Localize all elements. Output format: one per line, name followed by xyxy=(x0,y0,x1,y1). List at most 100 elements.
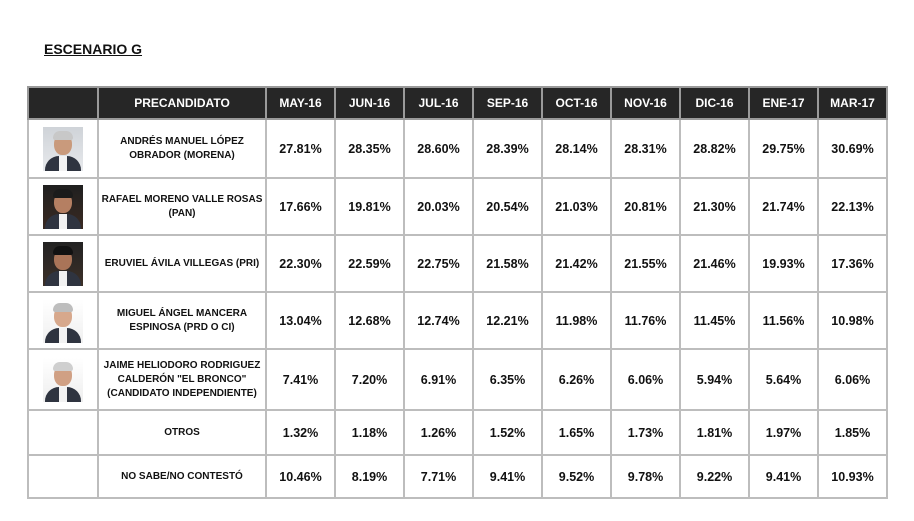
value-cell: 11.45% xyxy=(679,291,750,350)
value-cell: 17.36% xyxy=(817,234,888,293)
value-cell: 8.19% xyxy=(334,454,405,499)
value-cell: 6.35% xyxy=(472,348,543,411)
header-precandidato: PRECANDIDATO xyxy=(97,86,267,120)
header-month: JUN-16 xyxy=(334,86,405,120)
value-cell: 27.81% xyxy=(265,118,336,179)
candidate-portrait-icon xyxy=(43,241,83,286)
value-cell: 6.06% xyxy=(817,348,888,411)
photo-cell xyxy=(27,454,99,499)
value-cell: 28.35% xyxy=(334,118,405,179)
value-cell: 21.30% xyxy=(679,177,750,236)
poll-table: PRECANDIDATO MAY-16 JUN-16 JUL-16 SEP-16… xyxy=(27,86,888,499)
value-cell: 22.75% xyxy=(403,234,474,293)
value-cell: 21.46% xyxy=(679,234,750,293)
candidate-name: ANDRÉS MANUEL LÓPEZ OBRADOR (MORENA) xyxy=(97,118,267,179)
value-cell: 6.91% xyxy=(403,348,474,411)
value-cell: 28.14% xyxy=(541,118,612,179)
candidate-portrait-icon xyxy=(43,298,83,343)
value-cell: 12.74% xyxy=(403,291,474,350)
value-cell: 21.55% xyxy=(610,234,681,293)
value-cell: 17.66% xyxy=(265,177,336,236)
photo-cell xyxy=(27,409,99,456)
value-cell: 21.03% xyxy=(541,177,612,236)
value-cell: 9.41% xyxy=(472,454,543,499)
candidate-portrait-icon xyxy=(43,184,83,229)
value-cell: 1.81% xyxy=(679,409,750,456)
value-cell: 11.76% xyxy=(610,291,681,350)
value-cell: 9.41% xyxy=(748,454,819,499)
value-cell: 1.18% xyxy=(334,409,405,456)
value-cell: 22.30% xyxy=(265,234,336,293)
value-cell: 20.54% xyxy=(472,177,543,236)
table-row: RAFAEL MORENO VALLE ROSAS (PAN) 17.66% 1… xyxy=(27,177,888,236)
value-cell: 7.41% xyxy=(265,348,336,411)
table-row: ERUVIEL ÁVILA VILLEGAS (PRI) 22.30% 22.5… xyxy=(27,234,888,293)
value-cell: 5.94% xyxy=(679,348,750,411)
value-cell: 10.98% xyxy=(817,291,888,350)
value-cell: 28.31% xyxy=(610,118,681,179)
header-month: MAY-16 xyxy=(265,86,336,120)
value-cell: 11.98% xyxy=(541,291,612,350)
value-cell: 21.74% xyxy=(748,177,819,236)
value-cell: 9.52% xyxy=(541,454,612,499)
value-cell: 6.26% xyxy=(541,348,612,411)
header-month: ENE-17 xyxy=(748,86,819,120)
value-cell: 22.13% xyxy=(817,177,888,236)
candidate-name: OTROS xyxy=(97,409,267,456)
value-cell: 1.52% xyxy=(472,409,543,456)
value-cell: 28.82% xyxy=(679,118,750,179)
value-cell: 1.65% xyxy=(541,409,612,456)
value-cell: 10.46% xyxy=(265,454,336,499)
value-cell: 12.68% xyxy=(334,291,405,350)
table-header-row: PRECANDIDATO MAY-16 JUN-16 JUL-16 SEP-16… xyxy=(27,86,888,120)
candidate-name: ERUVIEL ÁVILA VILLEGAS (PRI) xyxy=(97,234,267,293)
value-cell: 22.59% xyxy=(334,234,405,293)
scenario-title: ESCENARIO G xyxy=(44,41,143,57)
table-row: MIGUEL ÁNGEL MANCERA ESPINOSA (PRD O CI)… xyxy=(27,291,888,350)
value-cell: 20.81% xyxy=(610,177,681,236)
table-row: NO SABE/NO CONTESTÓ 10.46% 8.19% 7.71% 9… xyxy=(27,454,888,499)
photo-cell xyxy=(27,291,99,350)
photo-cell xyxy=(27,118,99,179)
value-cell: 28.60% xyxy=(403,118,474,179)
value-cell: 19.81% xyxy=(334,177,405,236)
value-cell: 19.93% xyxy=(748,234,819,293)
candidate-name: JAIME HELIODORO RODRIGUEZ CALDERÓN "EL B… xyxy=(97,348,267,411)
value-cell: 12.21% xyxy=(472,291,543,350)
photo-cell xyxy=(27,177,99,236)
value-cell: 5.64% xyxy=(748,348,819,411)
candidate-name: MIGUEL ÁNGEL MANCERA ESPINOSA (PRD O CI) xyxy=(97,291,267,350)
value-cell: 10.93% xyxy=(817,454,888,499)
value-cell: 9.78% xyxy=(610,454,681,499)
value-cell: 6.06% xyxy=(610,348,681,411)
header-month: MAR-17 xyxy=(817,86,888,120)
table-row: JAIME HELIODORO RODRIGUEZ CALDERÓN "EL B… xyxy=(27,348,888,411)
candidate-name: NO SABE/NO CONTESTÓ xyxy=(97,454,267,499)
value-cell: 28.39% xyxy=(472,118,543,179)
value-cell: 29.75% xyxy=(748,118,819,179)
table-row: OTROS 1.32% 1.18% 1.26% 1.52% 1.65% 1.73… xyxy=(27,409,888,456)
header-month: OCT-16 xyxy=(541,86,612,120)
candidate-portrait-icon xyxy=(43,357,83,402)
value-cell: 21.42% xyxy=(541,234,612,293)
value-cell: 11.56% xyxy=(748,291,819,350)
value-cell: 1.26% xyxy=(403,409,474,456)
candidate-portrait-icon xyxy=(43,126,83,171)
value-cell: 13.04% xyxy=(265,291,336,350)
photo-cell xyxy=(27,348,99,411)
header-month: DIC-16 xyxy=(679,86,750,120)
header-month: NOV-16 xyxy=(610,86,681,120)
value-cell: 1.73% xyxy=(610,409,681,456)
header-month: SEP-16 xyxy=(472,86,543,120)
value-cell: 21.58% xyxy=(472,234,543,293)
value-cell: 20.03% xyxy=(403,177,474,236)
value-cell: 30.69% xyxy=(817,118,888,179)
table-row: ANDRÉS MANUEL LÓPEZ OBRADOR (MORENA) 27.… xyxy=(27,118,888,179)
value-cell: 1.32% xyxy=(265,409,336,456)
candidate-name: RAFAEL MORENO VALLE ROSAS (PAN) xyxy=(97,177,267,236)
photo-cell xyxy=(27,234,99,293)
value-cell: 7.71% xyxy=(403,454,474,499)
header-month: JUL-16 xyxy=(403,86,474,120)
value-cell: 7.20% xyxy=(334,348,405,411)
header-photo-cell xyxy=(27,86,99,120)
